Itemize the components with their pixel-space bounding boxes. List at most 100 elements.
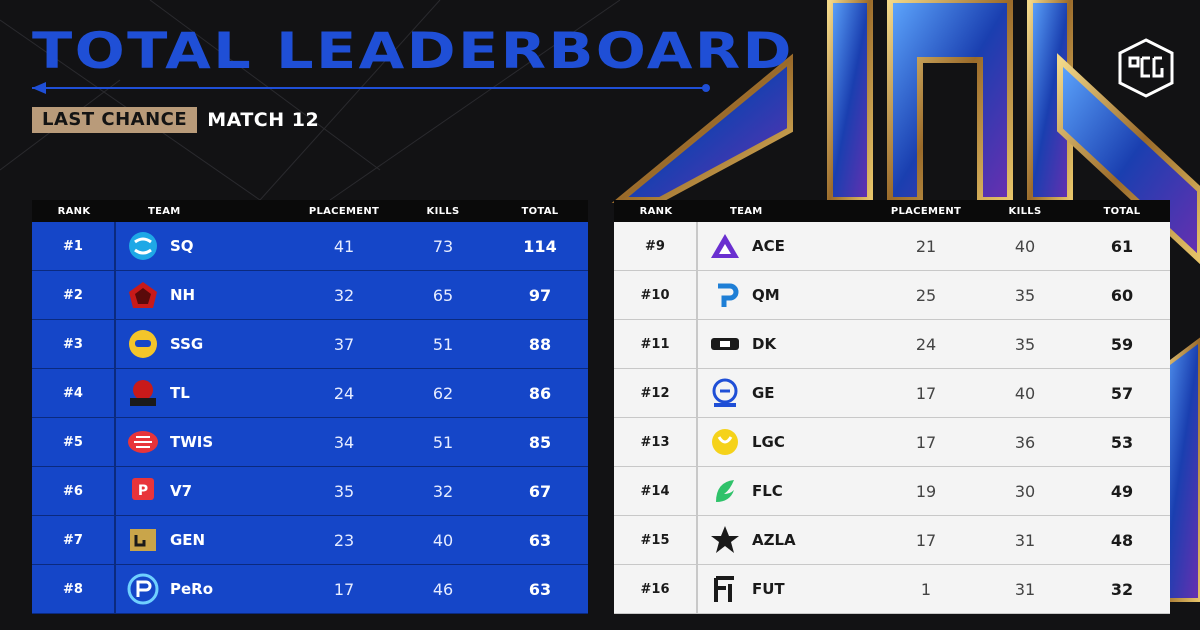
team-name: LGC [752,433,785,451]
kills-cell: 32 [432,481,454,501]
team-cell: TWIS [116,425,294,459]
table-row: #9 ACE 21 40 61 [614,222,1170,271]
rank-cell: #9 [614,222,698,270]
kills-header: KILLS [1008,205,1042,217]
table-row: #8 PeRo 17 46 63 [32,565,588,614]
total-cell: 60 [1110,285,1134,305]
ge-logo-icon [712,378,738,407]
total-cell: 86 [528,383,552,403]
table-row: #6 P V7 35 32 67 [32,467,588,516]
total-cell: 85 [528,432,552,452]
placement-cell: 41 [333,236,355,256]
table-row: #3 SSG 37 51 88 [32,320,588,369]
rank-cell: #10 [614,271,698,319]
rank-cell: #3 [32,320,116,368]
kills-cell: 40 [432,530,454,550]
rank-cell: #11 [614,320,698,368]
table-row: #2 NH 32 65 97 [32,271,588,320]
kills-cell: 73 [432,236,454,256]
placement-cell: 23 [333,530,355,550]
placement-cell: 17 [915,383,937,403]
table-row: #7 GEN 23 40 63 [32,516,588,565]
kills-cell: 40 [1014,383,1036,403]
team-name: V7 [170,482,193,500]
table-row: #1 SQ 41 73 114 [32,222,588,271]
kills-cell: 40 [1014,236,1036,256]
lgc-logo-icon [712,429,738,455]
placement-cell: 17 [333,579,355,599]
team-name: DK [752,335,777,353]
total-cell: 61 [1110,236,1134,256]
team-cell: P V7 [116,474,294,508]
team-name: GE [752,384,775,402]
kills-cell: 31 [1014,530,1036,550]
team-cell: PeRo [116,572,294,606]
table-row: #12 GE 17 40 57 [614,369,1170,418]
table-row: #14 FLC 19 30 49 [614,467,1170,516]
kills-cell: 51 [432,432,454,452]
team-name: ACE [752,237,785,255]
stage-badge: LAST CHANCE [32,107,198,133]
total-cell: 53 [1110,432,1134,452]
rank-cell: #7 [32,516,116,564]
table-header: RANK TEAM PLACEMENT KILLS TOTAL [614,200,1170,222]
team-name: FLC [752,482,783,500]
subtitle-row: LAST CHANCE MATCH 12 [32,107,319,133]
team-name: TL [170,384,190,402]
pgc-logo-icon [1118,38,1174,98]
page-title: TOTAL LEADERBOARD [32,22,794,80]
total-cell: 67 [528,481,552,501]
svg-text:P: P [138,483,148,499]
team-name: AZLA [752,531,796,549]
dk-logo-icon [711,338,739,350]
team-cell: DK [698,327,876,361]
team-cell: ACE [698,229,876,263]
match-label: MATCH 12 [207,109,320,131]
team-cell: TL [116,376,294,410]
table-row: #4 TL 24 62 86 [32,369,588,418]
rank-cell: #6 [32,467,116,515]
kills-cell: 65 [432,285,454,305]
team-header: TEAM [730,205,763,217]
rank-cell: #1 [32,222,116,270]
rank-cell: #14 [614,467,698,515]
team-header: TEAM [148,205,181,217]
total-cell: 63 [528,579,552,599]
team-name: PeRo [170,580,214,598]
rank-header: RANK [639,205,673,217]
twis-logo-icon [128,431,158,453]
total-cell: 88 [528,334,552,354]
qm-logo-icon [718,283,739,307]
placement-cell: 17 [915,432,937,452]
azla-logo-icon [711,526,739,553]
team-cell: GE [698,376,876,410]
placement-cell: 24 [333,383,355,403]
team-cell: SSG [116,327,294,361]
kills-cell: 30 [1014,481,1036,501]
v7-logo-icon: P [132,478,154,500]
team-name: FUT [752,580,785,598]
placement-cell: 17 [915,530,937,550]
total-header: TOTAL [521,205,559,217]
team-name: TWIS [170,433,214,451]
kills-cell: 31 [1014,579,1036,599]
kills-cell: 62 [432,383,454,403]
table-row: #13 LGC 17 36 53 [614,418,1170,467]
table-row: #16 FUT 1 31 32 [614,565,1170,614]
placement-cell: 1 [920,579,932,599]
rank-header: RANK [57,205,91,217]
placement-cell: 19 [915,481,937,501]
rank-cell: #5 [32,418,116,466]
placement-cell: 34 [333,432,355,452]
title-underline [32,82,710,94]
total-cell: 48 [1110,530,1134,550]
team-name: QM [752,286,780,304]
nh-logo-icon [129,282,157,308]
total-header: TOTAL [1103,205,1141,217]
kills-cell: 35 [1014,334,1036,354]
kills-cell: 35 [1014,285,1036,305]
team-name: SQ [170,237,194,255]
leaderboard-left: RANK TEAM PLACEMENT KILLS TOTAL #1 SQ 41 73… [32,200,588,614]
table-row: #15 AZLA 17 31 48 [614,516,1170,565]
leaderboard-right: RANK TEAM PLACEMENT KILLS TOTAL #9 ACE 21 4… [614,200,1170,614]
